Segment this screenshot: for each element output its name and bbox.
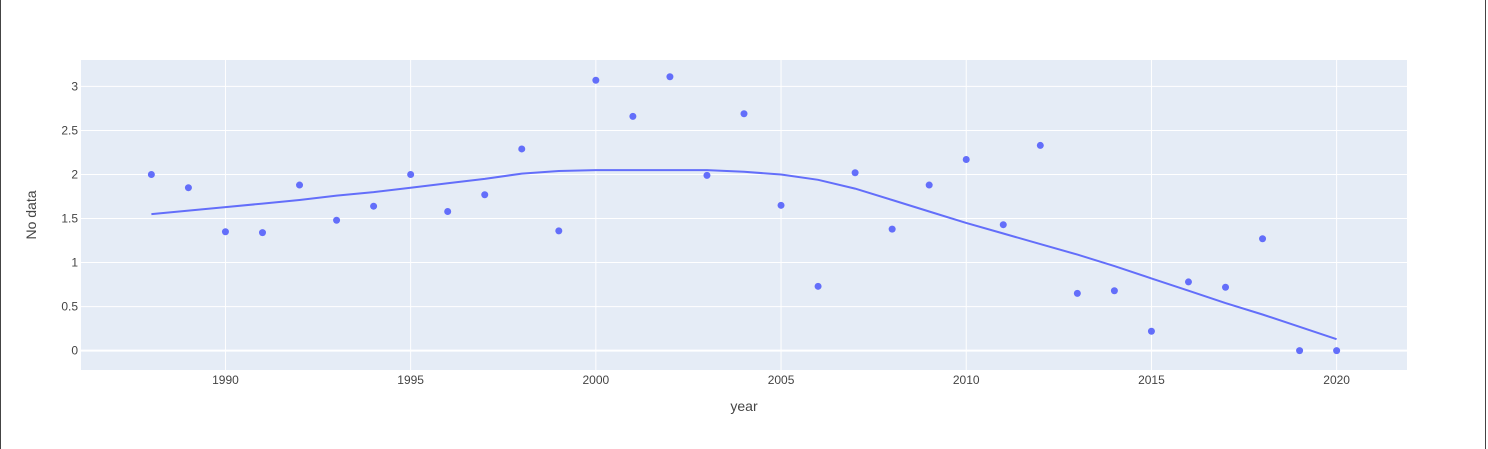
x-tick-labels: 1990 1995 2000 2005 2010 2015 2020 [212, 373, 1350, 387]
x-tick-label: 2005 [768, 373, 795, 387]
data-point [1333, 347, 1341, 355]
data-point [629, 112, 637, 120]
data-point [1036, 141, 1044, 149]
y-gridlines [81, 85, 1407, 352]
data-point [1147, 327, 1155, 335]
data-point [444, 207, 452, 215]
data-point [592, 76, 600, 84]
data-point [999, 221, 1007, 229]
x-tick-label: 2015 [1138, 373, 1165, 387]
x-tick-label: 1990 [212, 373, 239, 387]
data-point [407, 170, 415, 178]
data-points [147, 73, 1341, 355]
x-tick-label: 2020 [1323, 373, 1350, 387]
data-point [481, 191, 489, 199]
y-axis-title: No data [23, 190, 39, 239]
data-point [296, 181, 304, 189]
x-gridlines [224, 60, 1338, 370]
y-tick-label: 1 [71, 256, 78, 270]
y-tick-label: 0.5 [61, 300, 78, 314]
x-axis-title: year [730, 398, 758, 414]
x-tick-label: 2010 [953, 373, 980, 387]
y-tick-label: 2.5 [61, 123, 78, 137]
data-point [1259, 235, 1267, 243]
data-point [1073, 289, 1081, 297]
data-point [555, 227, 563, 235]
y-tick-label: 3 [71, 79, 78, 93]
data-point [1222, 283, 1230, 291]
data-point [147, 170, 155, 178]
x-tick-label: 2000 [582, 373, 609, 387]
y-tick-labels: 0 0.5 1 1.5 2 2.5 3 [61, 79, 78, 357]
data-point [258, 229, 266, 237]
data-point [221, 228, 229, 236]
data-point [333, 216, 341, 224]
y-tick-label: 1.5 [61, 212, 78, 226]
data-point [184, 184, 192, 192]
data-point [666, 73, 674, 81]
x-tick-label: 1995 [397, 373, 424, 387]
y-tick-label: 0 [71, 344, 78, 358]
plot-area [81, 60, 1407, 370]
y-tick-label: 2 [71, 167, 78, 181]
data-point [962, 156, 970, 164]
data-point [1110, 287, 1118, 295]
data-point [814, 282, 822, 290]
data-point [518, 145, 526, 153]
data-point [703, 171, 711, 179]
trend-line [151, 169, 1337, 341]
data-point [888, 225, 896, 233]
data-point [851, 169, 859, 177]
data-point [1184, 278, 1192, 286]
data-point [740, 110, 748, 118]
data-point [1296, 347, 1304, 355]
data-point [370, 202, 378, 210]
data-point [925, 181, 933, 189]
data-point [777, 201, 785, 209]
